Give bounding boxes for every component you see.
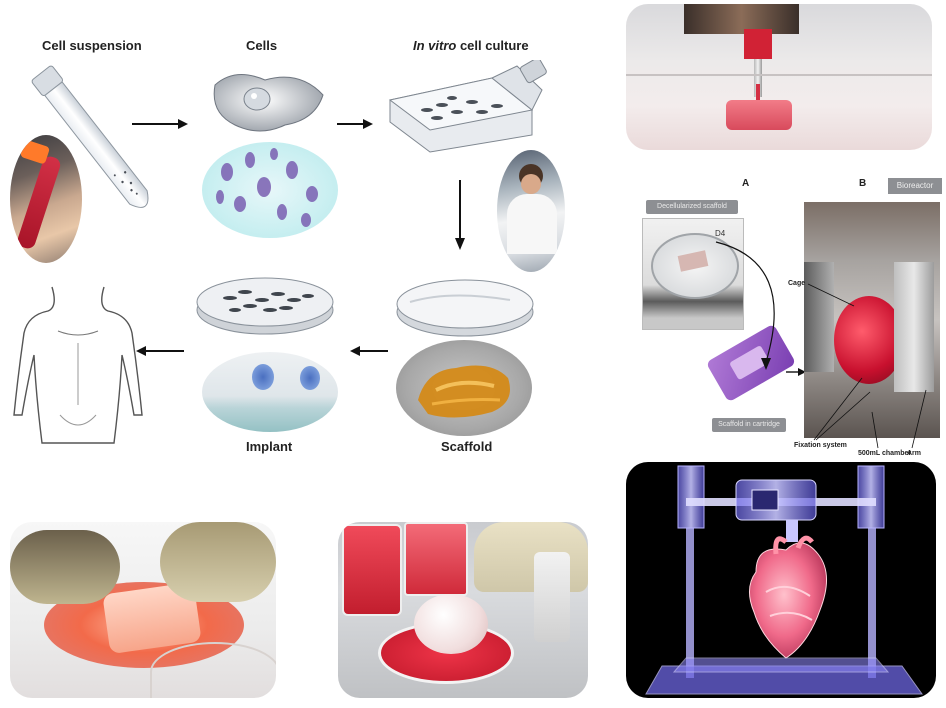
label-arm: Arm <box>907 450 922 457</box>
connector-arrow <box>715 241 775 370</box>
blood-sample-photo <box>10 135 82 263</box>
annotation-lines <box>807 283 927 449</box>
scaffold-photo <box>396 340 532 436</box>
label-scaffold: Scaffold <box>441 439 493 454</box>
culture-dish-photo <box>338 522 588 698</box>
arrow-down <box>455 180 465 250</box>
panel-label-a: A <box>742 178 750 189</box>
label-cells: Cells <box>246 38 278 53</box>
label-implant: Implant <box>246 439 293 454</box>
label-fixation-system: Fixation system <box>794 442 847 449</box>
stained-cells-micrograph <box>202 142 338 238</box>
label-cage: Cage <box>788 280 806 287</box>
dish-caption: D4 <box>715 229 726 238</box>
arrow-left-2 <box>136 346 184 356</box>
scaffold-dish-illustration <box>396 279 534 337</box>
label-chamber: 500mL chamber <box>858 450 912 457</box>
bioreactor-panel: A B Decellularized scaffold D4 Scaffold … <box>626 172 942 462</box>
human-body-illustration <box>13 286 143 444</box>
label-cell-culture: cell culture <box>456 38 529 53</box>
arrow-right-2 <box>337 119 373 129</box>
scaffold-handling-photo <box>10 522 276 698</box>
decellularized-button: Decellularized scaffold <box>646 200 738 214</box>
heart-bioprinter-render <box>626 462 936 698</box>
cell-illustration <box>213 74 324 132</box>
seeded-dish-illustration <box>196 277 334 335</box>
bioreactor-photo <box>804 202 940 438</box>
bioreactor-tab: Bioreactor <box>888 178 942 194</box>
implant-micrograph <box>202 352 338 432</box>
label-cell-suspension: Cell suspension <box>42 38 142 53</box>
cartridge-button: Scaffold in cartridge <box>712 418 786 432</box>
arrow-right-1 <box>132 119 188 129</box>
label-in-vitro-italic: In vitro <box>413 38 457 53</box>
lab-worker-photo <box>497 150 565 272</box>
petri-dish-photo: D4 <box>642 218 744 330</box>
arrow-to-bioreactor <box>786 368 806 376</box>
arrow-left-1 <box>350 346 388 356</box>
panel-label-b: B <box>859 178 867 189</box>
culture-flask-illustration <box>388 60 547 153</box>
label-in-vitro-culture: In vitro cell culture <box>413 38 529 53</box>
tissue-engineering-flow-diagram: Cell suspension Cells In vitro cell cult… <box>0 0 600 480</box>
test-tube-illustration <box>31 65 149 208</box>
bioprinting-nozzle-photo <box>626 4 932 150</box>
